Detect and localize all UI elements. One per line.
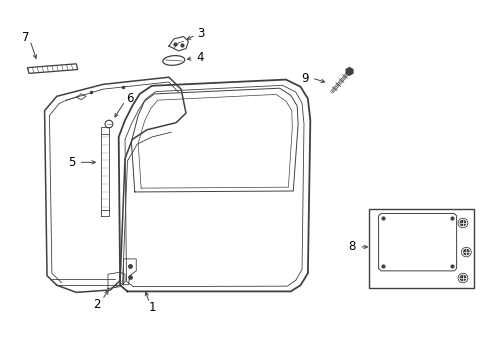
Text: 3: 3 bbox=[197, 27, 204, 40]
Circle shape bbox=[459, 275, 465, 281]
Text: 9: 9 bbox=[301, 72, 308, 85]
Bar bbox=[368, 209, 473, 288]
Text: 8: 8 bbox=[347, 240, 355, 253]
Circle shape bbox=[463, 249, 468, 255]
Text: 7: 7 bbox=[22, 31, 30, 45]
Text: 5: 5 bbox=[67, 156, 75, 169]
Circle shape bbox=[459, 220, 465, 226]
Text: 2: 2 bbox=[93, 298, 101, 311]
Text: 4: 4 bbox=[197, 51, 204, 64]
Text: 1: 1 bbox=[149, 301, 156, 314]
Text: 6: 6 bbox=[126, 92, 133, 105]
